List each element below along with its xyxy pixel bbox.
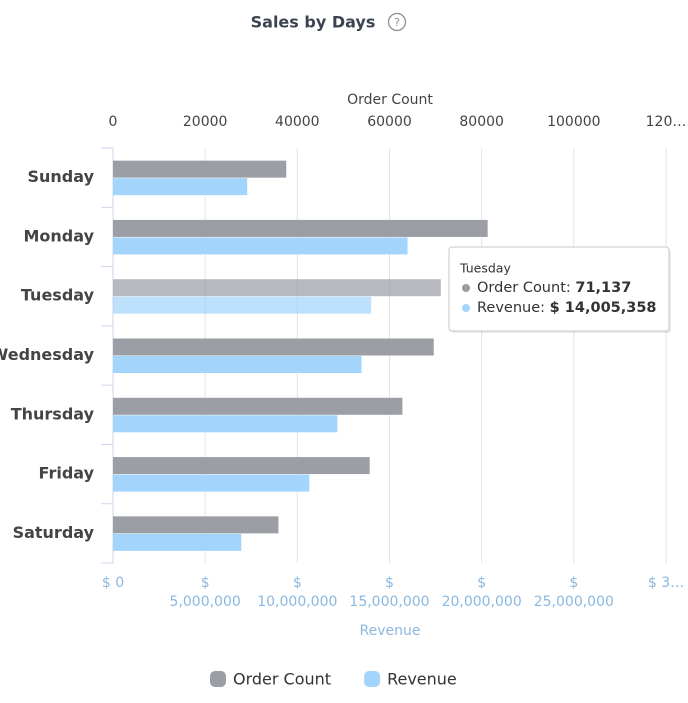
legend-label: Order Count — [233, 670, 331, 689]
y-tick-label: Friday — [39, 464, 95, 483]
tooltip-row: Order Count: 71,137 — [477, 280, 631, 296]
help-icon[interactable] — [387, 12, 407, 32]
x-tick-label: 20000 — [183, 114, 228, 130]
tick-label-line: $ — [201, 575, 210, 591]
y-tick-label: Sunday — [28, 167, 95, 186]
tooltip: Tuesday Order Count: 71,137 Revenue: $ 1… — [448, 246, 671, 333]
tick-label-line: $ — [569, 575, 578, 591]
x2-tick-label: $5,000,000 — [170, 575, 241, 610]
bar — [113, 160, 287, 178]
x2-tick-label: $25,000,000 — [534, 575, 614, 610]
bar — [113, 338, 434, 356]
tick-label-line: 5,000,000 — [170, 594, 241, 610]
bar — [113, 219, 488, 237]
x-tick-label: 40000 — [275, 114, 320, 130]
x2-tick-label: $20,000,000 — [442, 575, 522, 610]
tick-label-line: 25,000,000 — [534, 594, 614, 610]
tick-label-line: $ — [293, 575, 302, 591]
x2-tick-label: $15,000,000 — [349, 575, 429, 610]
x-tick-label: 100000 — [547, 114, 600, 130]
x-tick-label: 120… — [646, 114, 687, 130]
tooltip-value: $ 14,005,358 — [550, 300, 657, 316]
x2-tick-label: $10,000,000 — [257, 575, 337, 610]
bar — [113, 356, 362, 373]
y-tick-label: Tuesday — [21, 286, 95, 305]
x-tick-label: 60000 — [367, 114, 412, 130]
tick-label-line: 15,000,000 — [349, 594, 429, 610]
legend-swatch — [210, 671, 226, 687]
x2-axis-title: Revenue — [360, 623, 421, 639]
legend-label: Revenue — [387, 670, 457, 689]
tooltip-box — [448, 246, 670, 332]
x-axis-title: Order Count — [347, 92, 433, 108]
tooltip-dot — [462, 284, 470, 292]
bar — [113, 279, 441, 297]
tooltip-title: Tuesday — [459, 261, 511, 276]
tick-label-line: $ — [477, 575, 486, 591]
legend-swatch — [364, 671, 381, 687]
chart-title: Sales by Days — [251, 13, 376, 32]
x2-tick-label: $ 3… — [648, 575, 684, 591]
tick-label-line: $ — [385, 575, 394, 591]
bar — [113, 474, 310, 492]
bar — [113, 457, 370, 475]
tooltip-row: Revenue: $ 14,005,358 — [477, 300, 657, 316]
y-tick-label: Saturday — [13, 523, 95, 542]
y-tick-label: Wednesday — [0, 345, 95, 364]
tick-label-line: 10,000,000 — [257, 594, 337, 610]
tick-label-line: 20,000,000 — [442, 594, 522, 610]
tooltip-label: Order Count: — [477, 280, 571, 296]
bar — [113, 533, 242, 551]
help-icon-text[interactable]: ? — [394, 16, 400, 29]
bar — [113, 397, 403, 415]
x2-tick-label: $ 0 — [102, 575, 124, 591]
x-tick-label: 80000 — [459, 114, 504, 130]
tooltip-value: 71,137 — [575, 280, 631, 296]
y-tick-label: Monday — [24, 226, 95, 245]
tooltip-dot — [462, 304, 470, 312]
y-tick-label: Thursday — [11, 404, 95, 423]
bar — [113, 237, 408, 255]
bar — [113, 296, 372, 314]
x-tick-label: 0 — [109, 114, 118, 130]
bar — [113, 516, 279, 534]
tooltip-label: Revenue: — [477, 300, 545, 316]
bar — [113, 178, 248, 196]
plot: 0 20000 40000 60000 80000 100000 120… $ 0 $5,000… — [0, 114, 686, 689]
bar — [113, 415, 338, 433]
